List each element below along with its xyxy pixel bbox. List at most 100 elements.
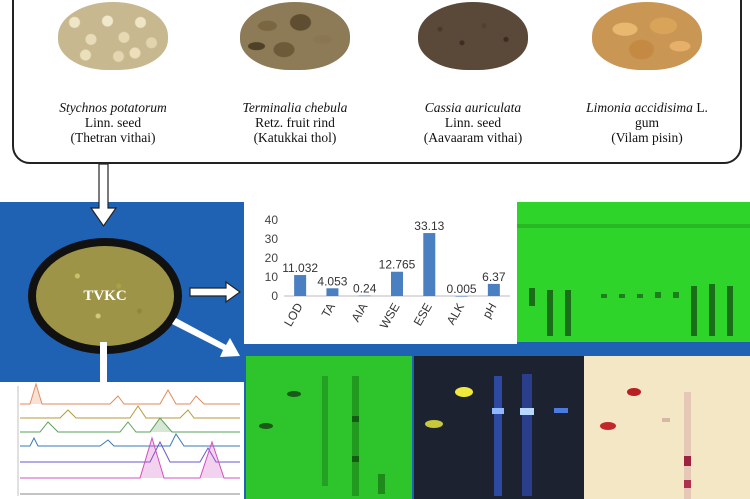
x-tick-label: WSE [377, 301, 403, 332]
tlc-band [554, 408, 568, 413]
chromatogram-trace-4 [20, 433, 240, 447]
chromatogram-svg [17, 382, 240, 496]
herb-scientific-line: Limonia accidisima L. [562, 100, 732, 115]
tlc-band [601, 294, 607, 298]
herb-part: Retz. fruit rind [255, 115, 335, 130]
tlc-band [547, 290, 553, 336]
herb-scientific-suffix: L. [696, 100, 708, 115]
bar-value-label: 33.13 [414, 219, 444, 233]
y-tick-label: 30 [265, 232, 279, 246]
x-tick-label: ESE [411, 301, 435, 329]
tlc-spot [287, 391, 301, 397]
bar-wse [391, 271, 403, 296]
chromatogram-trace-6 [20, 436, 240, 479]
strychnos-seed-image [58, 2, 168, 70]
tvkc-powder: TVKC [36, 246, 174, 346]
chromatogram-trace-2 [20, 405, 240, 419]
chromatogram-fill [150, 418, 172, 432]
y-tick-label: 0 [271, 289, 278, 303]
chromatogram-trace-3 [20, 417, 240, 433]
bar-value-label: 0.005 [447, 282, 477, 296]
tlc-plate-bands [259, 376, 385, 496]
x-tick-label: TA [319, 301, 338, 321]
herb-scientific-name: Cassia auriculata [424, 100, 522, 115]
tlc-band [673, 292, 679, 298]
tlc-track [494, 376, 502, 496]
bar-value-label: 11.032 [282, 261, 318, 275]
chromatogram-trace-1 [20, 382, 240, 405]
tlc-spot [455, 387, 473, 397]
tlc-plate-bands [425, 374, 568, 496]
herb-item-strychnos: Stychnos potatorum Linn. seed (Thetran v… [28, 0, 198, 162]
tlc-track [352, 376, 359, 496]
tlc-band [378, 474, 385, 494]
x-tick-label: LOD [281, 300, 306, 329]
herb-caption: Cassia auriculata Linn. seed (Aavaaram v… [388, 100, 558, 145]
tvkc-label: TVKC [83, 287, 127, 304]
tlc-band [492, 408, 504, 414]
herb-part: gum [634, 115, 659, 130]
limonia-gum-image [592, 2, 702, 70]
tlc-plate-bands [517, 224, 750, 336]
hptlc-chromatogram [0, 382, 244, 499]
tlc-band [709, 284, 715, 336]
tlc-band [684, 480, 691, 488]
tlc-band [691, 286, 697, 336]
x-tick-label: ALK [444, 301, 467, 328]
y-tick-label: 10 [265, 270, 279, 284]
tlc-band [662, 418, 670, 422]
tlc-band [727, 286, 733, 336]
tlc-plate-uv254-bottom [246, 356, 412, 499]
tlc-plate-derivatized [584, 356, 750, 499]
herb-local-name: (Vilam pisin) [611, 130, 683, 145]
herb-item-terminalia: Terminalia chebula Retz. fruit rind (Kat… [210, 0, 380, 162]
tlc-band [637, 294, 643, 298]
y-tick-label: 20 [265, 251, 279, 265]
tlc-band [352, 416, 359, 422]
herb-part: Linn. seed [84, 115, 142, 130]
bar-chart-svg: 0 10 20 30 40 11.032 LOD 4.053 TA 0.24 AIA 12.765 WS… [265, 213, 510, 332]
tlc-plate-uv254-top [517, 202, 750, 342]
tlc-track [684, 392, 691, 499]
tlc-band [352, 456, 359, 462]
herb-ingredients-panel: Stychnos potatorum Linn. seed (Thetran v… [12, 0, 742, 164]
herb-scientific-name: Stychnos potatorum [59, 100, 167, 115]
x-tick-label: AIA [349, 301, 371, 325]
bar-value-label: 0.24 [353, 282, 377, 296]
chromatogram-fill [200, 442, 224, 478]
tlc-plate-bands [600, 388, 691, 499]
bar-ese [423, 233, 436, 296]
bar-value-label: 6.37 [482, 270, 506, 284]
bar-ta [326, 288, 339, 296]
tlc-band [655, 292, 661, 298]
herb-item-limonia: Limonia accidisima L. gum (Vilam pisin) [562, 0, 732, 162]
tlc-plate-uv366 [414, 356, 584, 499]
y-tick-label: 40 [265, 213, 279, 227]
tlc-band [565, 290, 571, 336]
tlc-band [529, 288, 535, 306]
tlc-band [684, 456, 691, 466]
bar-value-label: 4.053 [317, 274, 347, 288]
tlc-track [522, 374, 532, 496]
chromatogram-fill [20, 384, 42, 404]
herb-local-name: (Thetran vithai) [70, 130, 156, 145]
tlc-spot [627, 388, 641, 396]
bar-lod [294, 275, 307, 296]
physicochemical-bar-chart: 0 10 20 30 40 11.032 LOD 4.053 TA 0.24 AIA 12.765 WS… [244, 202, 517, 344]
tlc-band [619, 294, 625, 298]
bar-aia [358, 295, 371, 297]
herb-caption: Limonia accidisima L. gum (Vilam pisin) [562, 100, 732, 145]
herb-caption: Stychnos potatorum Linn. seed (Thetran v… [28, 100, 198, 145]
herb-local-name: (Aavaaram vithai) [423, 130, 523, 145]
chromatogram-fill [140, 438, 164, 478]
herb-part: Linn. seed [444, 115, 502, 130]
cassia-seed-image [418, 2, 528, 70]
tlc-solvent-front [517, 224, 750, 228]
herb-scientific-name: Limonia accidisima [586, 100, 693, 115]
herb-caption: Terminalia chebula Retz. fruit rind (Kat… [210, 100, 380, 145]
herb-local-name: (Katukkai thol) [253, 130, 337, 145]
tlc-track [322, 376, 328, 486]
terminalia-rind-image [240, 2, 350, 70]
herb-item-cassia: Cassia auriculata Linn. seed (Aavaaram v… [388, 0, 558, 162]
tlc-band [520, 408, 534, 415]
